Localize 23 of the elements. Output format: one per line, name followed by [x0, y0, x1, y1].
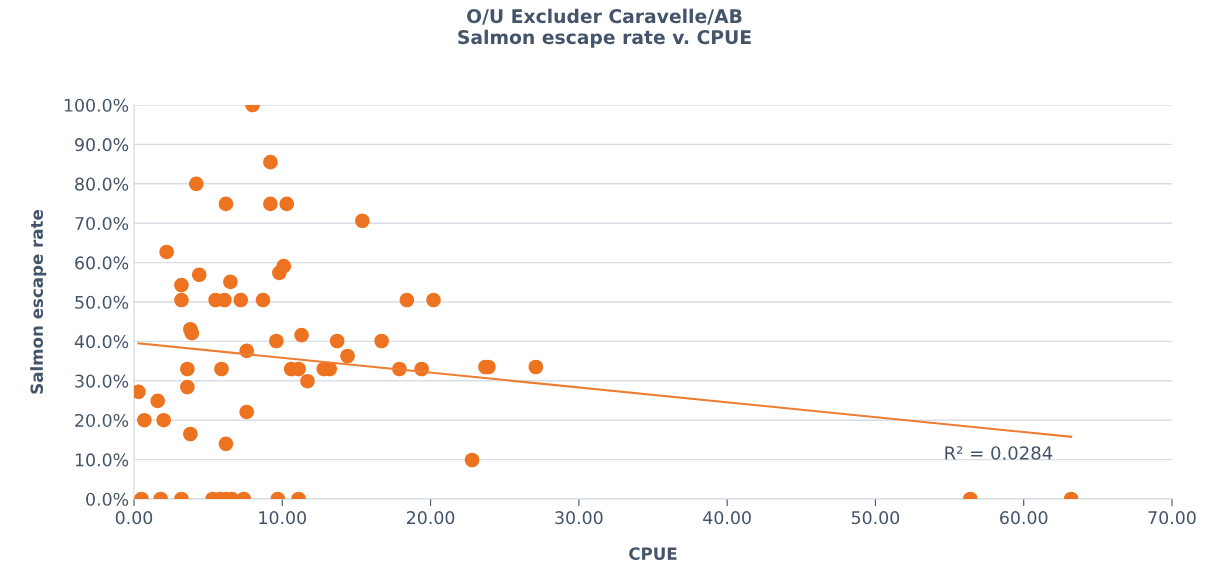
- x-tick-label: 40.00: [703, 511, 751, 525]
- y-tick-label: 0.0%: [86, 492, 129, 506]
- x-tick-label: 70.00: [1148, 511, 1196, 525]
- y-tick-label: 60.0%: [75, 256, 129, 270]
- x-tick-label: 20.00: [406, 511, 455, 525]
- x-tick-label: 50.00: [851, 511, 900, 525]
- y-tick-label: 40.0%: [74, 335, 129, 349]
- y-axis-title: Salmon escape rate: [30, 210, 47, 394]
- x-tick-label: 60.00: [1000, 511, 1048, 525]
- y-tick-label: 30.0%: [75, 374, 129, 388]
- y-tick-label: 70.0%: [75, 216, 129, 231]
- x-tick-label: 30.00: [555, 511, 603, 525]
- y-tick-label: 10.0%: [75, 453, 129, 467]
- y-tick-label: 100.0%: [64, 98, 129, 112]
- x-tick-label: 0.00: [115, 511, 153, 525]
- y-tick-label: 20.0%: [75, 413, 129, 428]
- annotation: R² = 0.0284: [945, 446, 1053, 460]
- x-axis-title: CPUE: [629, 547, 677, 560]
- y-tick-label: 50.0%: [75, 295, 129, 309]
- chart-title: O/U Excluder Caravelle/AB Salmon escape rate v. CPUE: [458, 8, 751, 48]
- y-tick-label: 80.0%: [75, 177, 129, 191]
- x-tick-label: 10.00: [259, 511, 306, 525]
- y-tick-label: 90.0%: [75, 138, 129, 152]
